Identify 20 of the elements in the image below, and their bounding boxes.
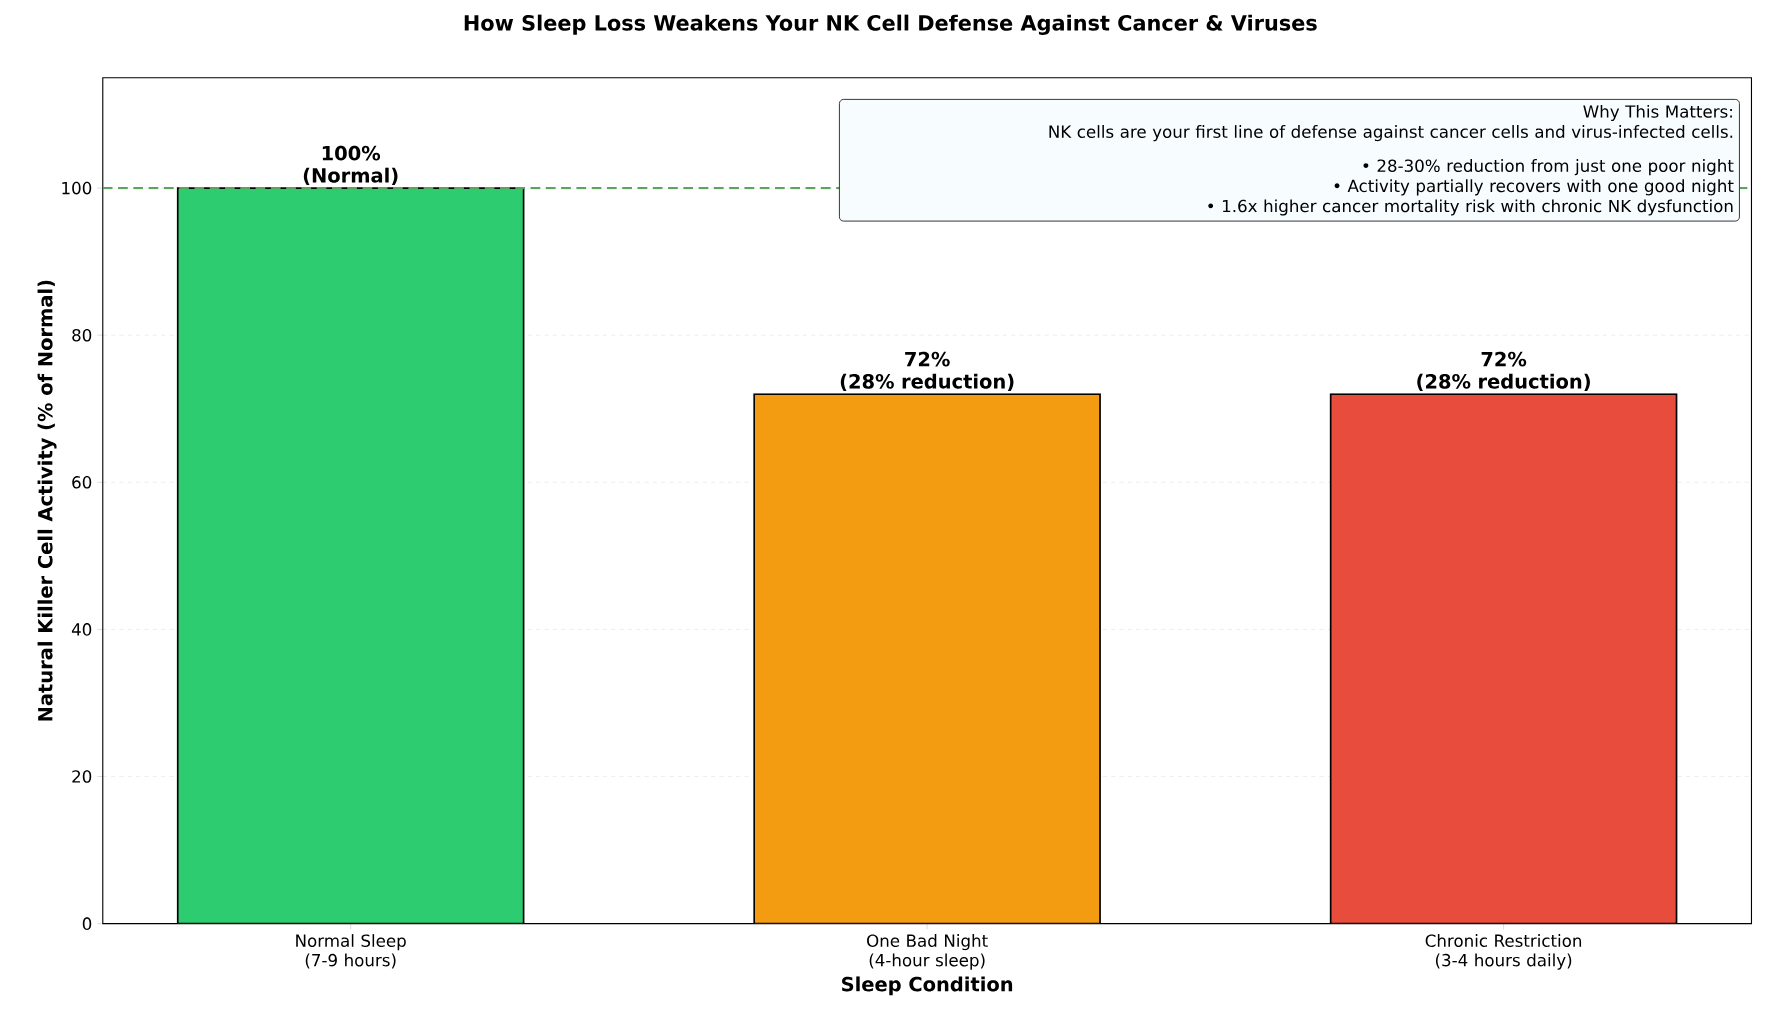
data-label: 72% (28% reduction) [840, 351, 1014, 391]
x-tick-label: Normal Sleep (7-9 hours) [296, 934, 406, 969]
data-label: 100% (Normal) [303, 145, 398, 185]
x-axis-title: Sleep Condition [842, 976, 1013, 996]
annotation: Why This Matters: [1583, 104, 1732, 121]
annotation: • Activity partially recovers with one good night [1334, 179, 1734, 196]
x-tick-label: One Bad Night (4-hour sleep) [867, 934, 988, 970]
data-label: 72% (28% reduction) [1417, 351, 1590, 391]
y-tick-label: 60 [72, 475, 92, 489]
y-tick-label: 100 [62, 181, 92, 195]
chart-title: How Sleep Loss Weakens Your NK Cell Defense Against Cancer & Viruses [464, 14, 1317, 35]
y-tick-label: 20 [72, 770, 92, 783]
annotation: • 1.6x higher cancer mortality risk with chronic NK dysfunction [1208, 199, 1733, 216]
y-tick-label: 40 [71, 623, 92, 636]
y-tick-label: 0 [82, 917, 92, 930]
x-tick-label: Chronic Restriction (3-4 hours daily) [1425, 934, 1582, 970]
annotation: • 28-30% reduction from just one poor night [1363, 159, 1734, 176]
annotation: NK cells are your first line of defense against cancer cells and virus-infected cells. [1049, 125, 1733, 142]
y-axis-title: Natural Killer Cell Activity (% of Normal) [37, 280, 57, 721]
y-tick-label: 80 [72, 328, 92, 342]
